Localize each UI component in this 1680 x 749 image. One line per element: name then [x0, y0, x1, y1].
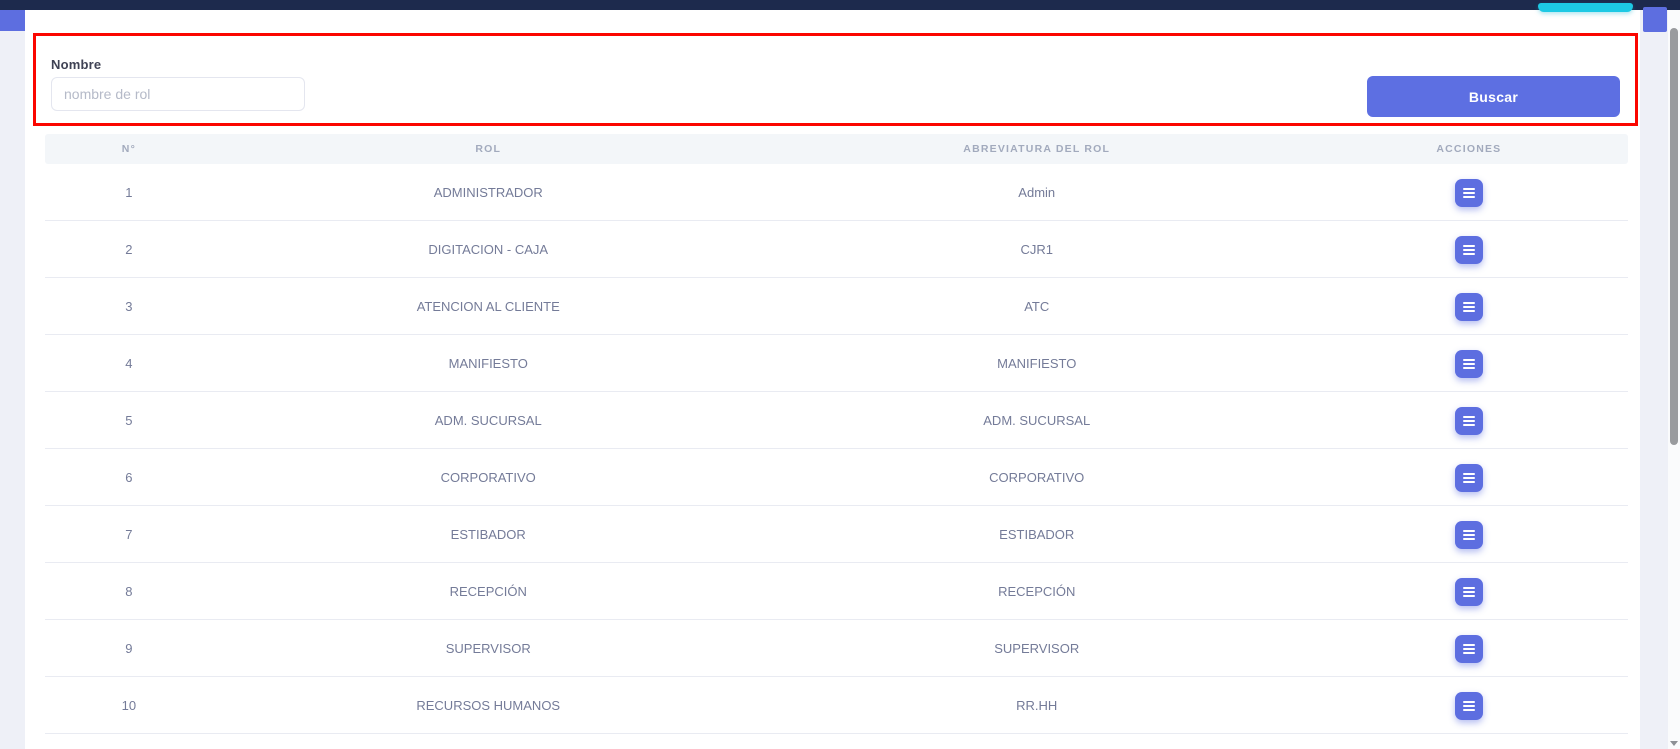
- cell-number: 8: [125, 583, 133, 599]
- cell-acciones: [1310, 520, 1628, 549]
- cell-number: 10: [121, 697, 137, 713]
- cell-acciones: [1310, 178, 1628, 207]
- cell-rol: ESTIBADOR: [450, 526, 526, 542]
- menu-icon: [1462, 301, 1475, 304]
- menu-icon: [1462, 415, 1475, 418]
- menu-icon: [1462, 244, 1475, 247]
- cell-acciones: [1310, 577, 1628, 606]
- table-row: 10 RECURSOS HUMANOS RR.HH: [45, 677, 1628, 734]
- menu-icon: [1462, 187, 1475, 190]
- header-rol: ROL: [475, 143, 502, 155]
- header-acciones: ACCIONES: [1436, 143, 1502, 155]
- scrollbar-down-arrow-icon[interactable]: [1670, 741, 1678, 746]
- cell-number: 3: [125, 298, 133, 314]
- cell-rol: ADM. SUCURSAL: [434, 412, 542, 428]
- cell-rol: ADMINISTRADOR: [433, 184, 543, 200]
- cell-rol: DIGITACION - CAJA: [428, 241, 549, 257]
- cell-abreviatura: CORPORATIVO: [989, 469, 1085, 485]
- cell-number: 1: [125, 184, 133, 200]
- search-button[interactable]: Buscar: [1367, 76, 1620, 117]
- top-navbar: [0, 0, 1680, 10]
- cell-abreviatura: Admin: [1018, 184, 1056, 200]
- table-body: 1 ADMINISTRADOR Admin 2 DIGITACION - CAJ…: [45, 164, 1628, 734]
- cell-acciones: [1310, 463, 1628, 492]
- roles-table: N° ROL ABREVIATURA DEL ROL ACCIONES 1 AD…: [45, 134, 1628, 734]
- cell-abreviatura: ATC: [1024, 298, 1050, 314]
- cell-rol: RECURSOS HUMANOS: [416, 697, 561, 713]
- cell-rol: SUPERVISOR: [445, 640, 531, 656]
- table-row: 3 ATENCION AL CLIENTE ATC: [45, 278, 1628, 335]
- cell-acciones: [1310, 406, 1628, 435]
- cell-acciones: [1310, 634, 1628, 663]
- cell-rol: MANIFIESTO: [448, 355, 528, 371]
- cell-abreviatura: ADM. SUCURSAL: [983, 412, 1091, 428]
- menu-icon: [1462, 586, 1475, 589]
- cell-acciones: [1310, 349, 1628, 378]
- row-actions-button[interactable]: [1454, 406, 1483, 435]
- row-actions-button[interactable]: [1454, 520, 1483, 549]
- header-abreviatura: ABREVIATURA DEL ROL: [963, 143, 1111, 155]
- row-actions-button[interactable]: [1454, 178, 1483, 207]
- cell-number: 2: [125, 241, 133, 257]
- cell-rol: CORPORATIVO: [440, 469, 536, 485]
- left-page-gutter: [0, 31, 25, 749]
- table-row: 6 CORPORATIVO CORPORATIVO: [45, 449, 1628, 506]
- corner-accent-block: [1643, 7, 1667, 32]
- cell-number: 5: [125, 412, 133, 428]
- cell-rol: ATENCION AL CLIENTE: [416, 298, 560, 314]
- row-actions-button[interactable]: [1454, 349, 1483, 378]
- table-header-row: N° ROL ABREVIATURA DEL ROL ACCIONES: [45, 134, 1628, 164]
- name-field-label: Nombre: [51, 57, 102, 72]
- menu-icon: [1462, 643, 1475, 646]
- cell-number: 9: [125, 640, 133, 656]
- row-actions-button[interactable]: [1454, 691, 1483, 720]
- table-row: 9 SUPERVISOR SUPERVISOR: [45, 620, 1628, 677]
- row-actions-button[interactable]: [1454, 292, 1483, 321]
- cell-abreviatura: RR.HH: [1016, 697, 1058, 713]
- new-item-button-partial[interactable]: [1538, 3, 1633, 12]
- cell-abreviatura: RECEPCIÓN: [998, 583, 1076, 599]
- row-actions-button[interactable]: [1454, 634, 1483, 663]
- table-row: 8 RECEPCIÓN RECEPCIÓN: [45, 563, 1628, 620]
- row-actions-button[interactable]: [1454, 463, 1483, 492]
- table-row: 1 ADMINISTRADOR Admin: [45, 164, 1628, 221]
- sidebar-toggle-block: [0, 10, 25, 31]
- right-page-gutter: [1640, 10, 1668, 749]
- cell-acciones: [1310, 691, 1628, 720]
- header-number: N°: [121, 143, 136, 155]
- scrollbar-thumb[interactable]: [1670, 28, 1678, 445]
- role-name-input[interactable]: [51, 77, 305, 111]
- row-actions-button[interactable]: [1454, 235, 1483, 264]
- menu-icon: [1462, 529, 1475, 532]
- search-panel: Nombre Buscar: [33, 33, 1638, 126]
- cell-number: 4: [125, 355, 133, 371]
- cell-acciones: [1310, 235, 1628, 264]
- cell-rol: RECEPCIÓN: [449, 583, 527, 599]
- table-row: 5 ADM. SUCURSAL ADM. SUCURSAL: [45, 392, 1628, 449]
- table-row: 4 MANIFIESTO MANIFIESTO: [45, 335, 1628, 392]
- cell-abreviatura: CJR1: [1020, 241, 1053, 257]
- menu-icon: [1462, 700, 1475, 703]
- row-actions-button[interactable]: [1454, 577, 1483, 606]
- menu-icon: [1462, 358, 1475, 361]
- table-row: 2 DIGITACION - CAJA CJR1: [45, 221, 1628, 278]
- menu-icon: [1462, 472, 1475, 475]
- cell-abreviatura: MANIFIESTO: [997, 355, 1077, 371]
- cell-abreviatura: SUPERVISOR: [994, 640, 1080, 656]
- scrollbar[interactable]: [1668, 10, 1680, 749]
- cell-number: 7: [125, 526, 133, 542]
- cell-acciones: [1310, 292, 1628, 321]
- table-row: 7 ESTIBADOR ESTIBADOR: [45, 506, 1628, 563]
- cell-number: 6: [125, 469, 133, 485]
- cell-abreviatura: ESTIBADOR: [999, 526, 1075, 542]
